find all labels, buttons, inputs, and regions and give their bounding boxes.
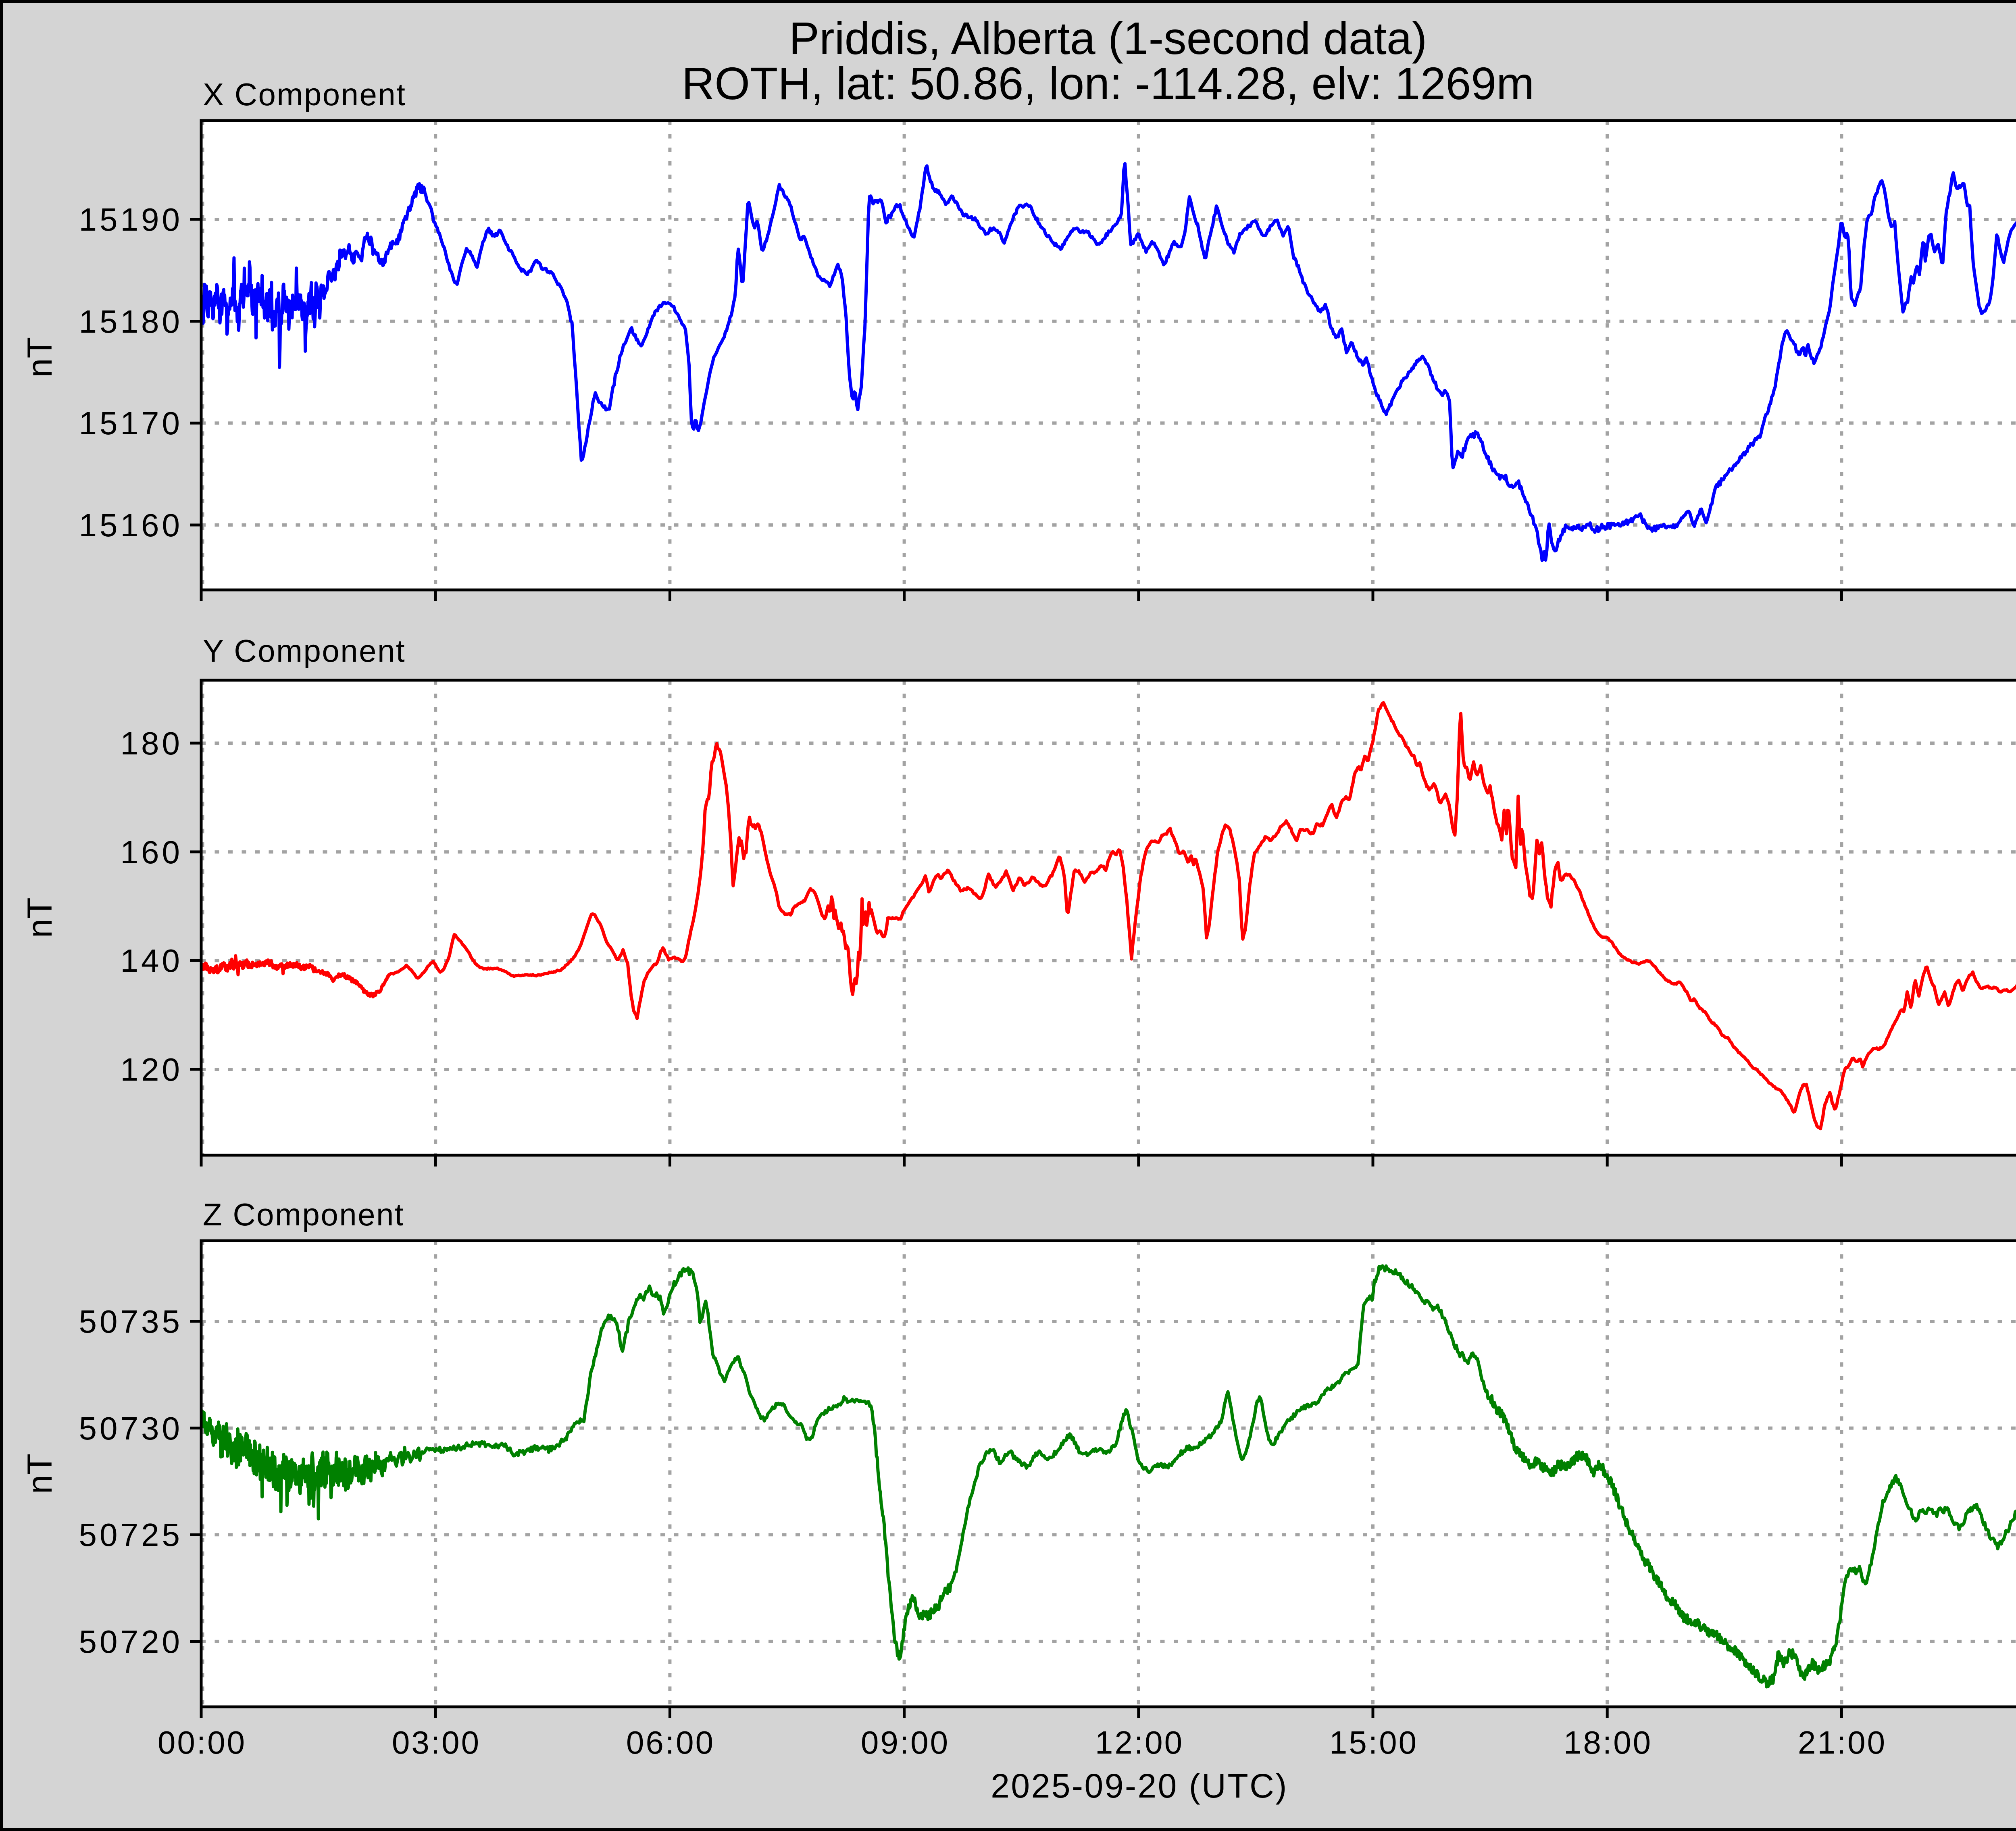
svg-text:Y Component: Y Component <box>203 633 406 669</box>
svg-text:2025-09-20 (UTC): 2025-09-20 (UTC) <box>991 1767 1288 1805</box>
svg-text:120: 120 <box>121 1052 183 1087</box>
svg-text:50730: 50730 <box>79 1410 183 1446</box>
svg-text:12:00: 12:00 <box>1095 1725 1184 1760</box>
svg-text:nT: nT <box>21 898 59 938</box>
svg-text:15180: 15180 <box>79 304 183 340</box>
svg-text:15160: 15160 <box>79 507 183 543</box>
svg-text:50735: 50735 <box>79 1304 183 1339</box>
svg-text:18:00: 18:00 <box>1564 1725 1652 1760</box>
svg-text:15:00: 15:00 <box>1329 1725 1418 1760</box>
svg-text:21:00: 21:00 <box>1798 1725 1887 1760</box>
svg-text:09:00: 09:00 <box>861 1725 950 1760</box>
svg-text:06:00: 06:00 <box>626 1725 715 1760</box>
svg-text:00:00: 00:00 <box>158 1725 246 1760</box>
svg-text:15170: 15170 <box>79 405 183 441</box>
svg-text:ROTH, lat: 50.86, lon: -114.28: ROTH, lat: 50.86, lon: -114.28, elv: 126… <box>682 58 1535 109</box>
svg-text:50720: 50720 <box>79 1624 183 1660</box>
svg-text:50725: 50725 <box>79 1517 183 1553</box>
svg-text:X Component: X Component <box>203 77 406 112</box>
svg-text:nT: nT <box>21 337 59 377</box>
svg-text:nT: nT <box>21 1454 59 1494</box>
svg-text:15190: 15190 <box>79 202 183 237</box>
svg-text:180: 180 <box>121 725 183 761</box>
svg-text:Priddis, Alberta (1-second dat: Priddis, Alberta (1-second data) <box>789 13 1427 64</box>
svg-text:160: 160 <box>121 834 183 870</box>
svg-text:Z Component: Z Component <box>203 1197 404 1232</box>
svg-text:140: 140 <box>121 943 183 979</box>
svg-text:03:00: 03:00 <box>392 1725 481 1760</box>
